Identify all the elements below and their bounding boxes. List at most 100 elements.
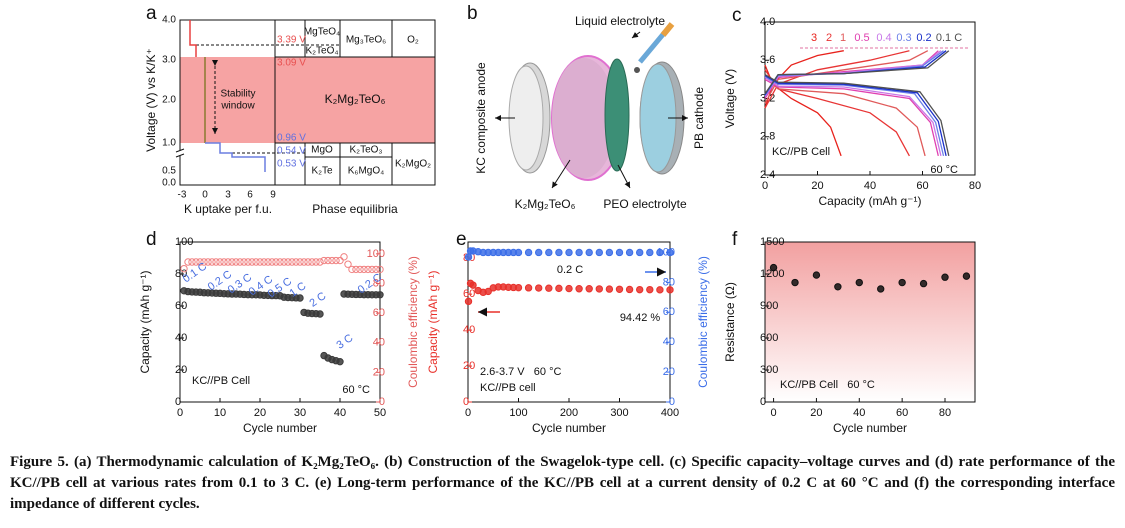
x-tick-label: 60 <box>896 407 908 419</box>
data-point <box>300 258 308 266</box>
data-point <box>575 248 583 257</box>
x-label: Capacity (mAh g⁻¹) <box>818 194 921 208</box>
y-tick-label: 20 <box>373 366 385 378</box>
y-tick-label: 60 <box>663 306 675 318</box>
voltage-label: 0.54 V <box>277 146 306 157</box>
data-point <box>336 357 344 366</box>
x-tick-label: 100 <box>509 407 527 419</box>
x-tick-label: 3 <box>225 190 231 201</box>
y-tick-label: 600 <box>760 332 778 344</box>
phase-label: K₆MgO₄ <box>348 166 384 177</box>
data-point <box>464 297 473 306</box>
x-label: Cycle number <box>833 421 907 435</box>
axis-break <box>175 153 185 158</box>
annotation: 3 C <box>334 332 355 352</box>
component-label: Liquid electrolyte <box>575 14 665 28</box>
x-label: K uptake per f.u. <box>184 202 272 216</box>
voltage-label: 0.53 V <box>277 159 306 170</box>
annotation: 60 °C <box>930 164 958 176</box>
data-point <box>336 256 344 265</box>
data-point <box>308 258 316 266</box>
data-point <box>666 248 674 257</box>
y-tick-label: 40 <box>663 336 675 348</box>
data-point <box>228 258 236 266</box>
data-point <box>272 258 280 266</box>
data-point <box>646 285 654 294</box>
y-tick-label: 0.0 <box>162 178 176 189</box>
x-tick-label: 40 <box>334 407 346 419</box>
y2-label: Coulombic efficiency (%) <box>696 256 710 388</box>
data-point <box>364 265 372 274</box>
data-point <box>464 253 473 261</box>
data-point <box>324 256 332 265</box>
y-tick-label: 80 <box>175 268 187 280</box>
data-point <box>535 284 543 292</box>
data-point <box>220 258 228 266</box>
annotation: 0.2 C <box>557 264 583 276</box>
x-label: Cycle number <box>243 421 317 435</box>
data-point <box>180 264 188 273</box>
panel-a: a 0.0 0.5 1.0 2.0 3.0 4.0 -3 0 3 6 9 K u… <box>144 3 436 216</box>
y-label: Voltage (V) vs K/K⁺ <box>144 48 158 152</box>
y-tick-label: 2.0 <box>162 95 176 106</box>
data-point <box>555 284 563 293</box>
data-point <box>524 248 533 257</box>
x-tick-label: 40 <box>853 407 865 419</box>
y-tick-label: 80 <box>663 276 675 288</box>
y-tick-label: 0.5 <box>162 166 176 177</box>
data-point <box>344 260 352 268</box>
panel-letter: a <box>146 3 157 24</box>
legend-label: 2 <box>826 32 832 44</box>
data-point <box>256 258 264 266</box>
peo-disc <box>604 58 630 172</box>
y-tick-label: 40 <box>463 324 475 336</box>
x-tick-label: 9 <box>270 190 276 201</box>
axis-break <box>176 150 184 156</box>
y-tick-label: 20 <box>175 364 187 376</box>
legend-label: 0.1 C <box>936 32 962 44</box>
data-point <box>605 248 614 257</box>
data-point <box>208 258 216 266</box>
arrow <box>551 159 571 189</box>
step-line <box>189 20 197 57</box>
data-point <box>791 278 799 287</box>
data-point <box>268 258 276 266</box>
data-point <box>224 258 232 266</box>
data-point <box>212 258 220 266</box>
legend-label: 0.2 <box>916 32 931 44</box>
data-point <box>312 258 320 266</box>
y-tick-label: 100 <box>175 236 193 248</box>
phase-frame <box>274 19 436 186</box>
data-point <box>372 265 380 274</box>
data-point <box>484 287 492 296</box>
data-point <box>356 265 364 274</box>
data-point <box>555 248 563 257</box>
x-tick-label: 6 <box>247 190 253 201</box>
y2-label: Coulombic efficiency (%) <box>406 256 420 388</box>
data-point <box>316 258 324 266</box>
data-point <box>834 283 842 291</box>
x-tick-label: 0 <box>465 407 471 419</box>
data-point <box>200 258 208 266</box>
y-tick-label: 1.0 <box>162 138 176 149</box>
figure-caption: Figure 5. (a) Thermodynamic calculation … <box>10 454 1115 512</box>
data-point <box>941 273 949 281</box>
stability-band <box>180 57 435 143</box>
data-point <box>192 258 200 266</box>
x-tick-label: 0 <box>762 180 768 192</box>
data-point <box>376 291 384 299</box>
data-point <box>320 256 328 265</box>
annotation: 2.6-3.7 V 60 °C <box>480 366 561 378</box>
legend-label: 0.5 <box>854 32 869 44</box>
figure: a 0.0 0.5 1.0 2.0 3.0 4.0 -3 0 3 6 9 K u… <box>138 3 981 435</box>
x-tick-label: 60 <box>916 180 928 192</box>
x-tick-label: 20 <box>810 407 822 419</box>
data-point <box>615 248 624 257</box>
data-point <box>348 265 356 274</box>
data-point <box>585 285 593 293</box>
y-tick-label: 20 <box>663 366 675 378</box>
y-tick-label: 1200 <box>760 268 784 280</box>
panel-letter: e <box>456 229 467 250</box>
arrow <box>631 31 641 39</box>
y-label: Capacity (mAh g⁻¹) <box>426 270 440 373</box>
